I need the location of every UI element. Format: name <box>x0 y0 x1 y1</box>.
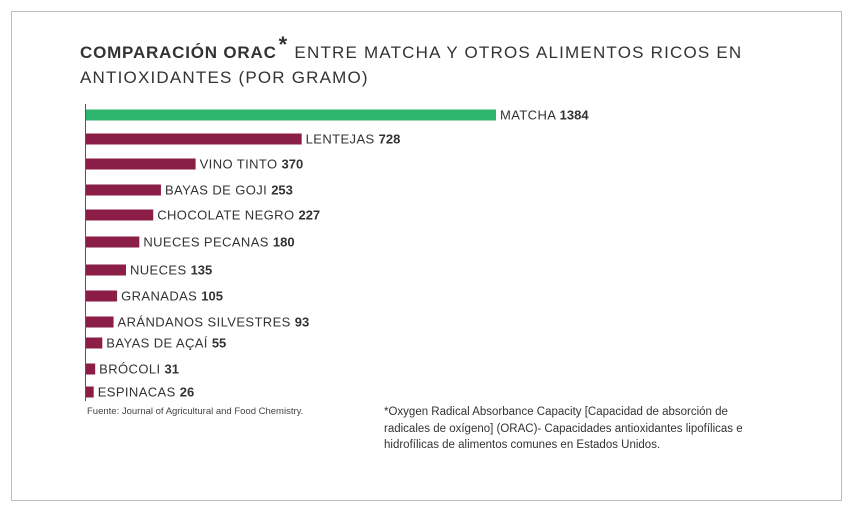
title-rest: ENTRE MATCHA Y OTROS ALIMENTOS RICOS EN … <box>80 43 743 87</box>
category-label-8: ARÁNDANOS SILVESTRES <box>118 315 295 330</box>
bar-2 <box>86 158 196 170</box>
bar-10 <box>86 363 96 375</box>
bar-6 <box>86 264 126 276</box>
bar-label-6: NUECES 135 <box>130 263 212 278</box>
bar-9 <box>86 337 103 349</box>
footnote: *Oxygen Radical Absorbance Capacity [Cap… <box>384 406 743 451</box>
category-label-11: ESPINACAS <box>98 385 180 400</box>
bar-label-10: BRÓCOLI 31 <box>99 362 179 377</box>
bar-0 <box>86 109 496 121</box>
value-label-2: 370 <box>282 157 304 172</box>
value-label-6: 135 <box>191 263 213 278</box>
category-label-9: BAYAS DE AÇAÍ <box>106 336 212 351</box>
category-label-3: BAYAS DE GOJI <box>165 183 271 198</box>
category-label-7: GRANADAS <box>121 289 201 304</box>
bar-label-11: ESPINACAS 26 <box>98 385 194 400</box>
category-label-2: VINO TINTO <box>200 157 282 172</box>
value-label-10: 31 <box>165 362 179 377</box>
value-label-3: 253 <box>271 183 293 198</box>
bar-label-1: LENTEJAS 728 <box>306 132 401 147</box>
title-bold: COMPARACIÓN ORAC <box>80 43 277 62</box>
value-label-7: 105 <box>201 289 223 304</box>
category-label-1: LENTEJAS <box>306 132 379 147</box>
bar-7 <box>86 290 118 302</box>
bar-label-4: CHOCOLATE NEGRO 227 <box>157 208 320 223</box>
title-asterisk: * <box>278 32 289 57</box>
bar-8 <box>86 316 114 328</box>
category-label-4: CHOCOLATE NEGRO <box>157 208 298 223</box>
value-label-1: 728 <box>379 132 401 147</box>
chart-title: COMPARACIÓN ORAC* ENTRE MATCHA Y OTROS AL… <box>80 32 780 90</box>
category-label-6: NUECES <box>130 263 191 278</box>
bar-1 <box>86 133 302 145</box>
bar-label-5: NUECES PECANAS 180 <box>143 235 294 250</box>
value-label-11: 26 <box>180 385 194 400</box>
category-label-5: NUECES PECANAS <box>143 235 273 250</box>
bar-11 <box>86 386 94 398</box>
value-label-0: 1384 <box>560 108 590 123</box>
source-note: Fuente: Journal of Agricultural and Food… <box>87 406 304 417</box>
chart-frame <box>11 11 842 501</box>
category-label-10: BRÓCOLI <box>99 362 164 377</box>
y-axis-line <box>85 104 86 401</box>
bar-label-9: BAYAS DE AÇAÍ 55 <box>106 336 226 351</box>
bar-label-2: VINO TINTO 370 <box>200 157 304 172</box>
bar-5 <box>86 236 140 248</box>
value-label-8: 93 <box>295 315 309 330</box>
bar-label-8: ARÁNDANOS SILVESTRES 93 <box>118 315 310 330</box>
value-label-5: 180 <box>273 235 295 250</box>
value-label-9: 55 <box>212 336 226 351</box>
bar-label-7: GRANADAS 105 <box>121 289 223 304</box>
bar-4 <box>86 209 154 221</box>
bar-label-3: BAYAS DE GOJI 253 <box>165 183 293 198</box>
bar-3 <box>86 184 161 196</box>
category-label-0: MATCHA <box>500 108 560 123</box>
bar-label-0: MATCHA 1384 <box>500 108 589 123</box>
value-label-4: 227 <box>298 208 320 223</box>
